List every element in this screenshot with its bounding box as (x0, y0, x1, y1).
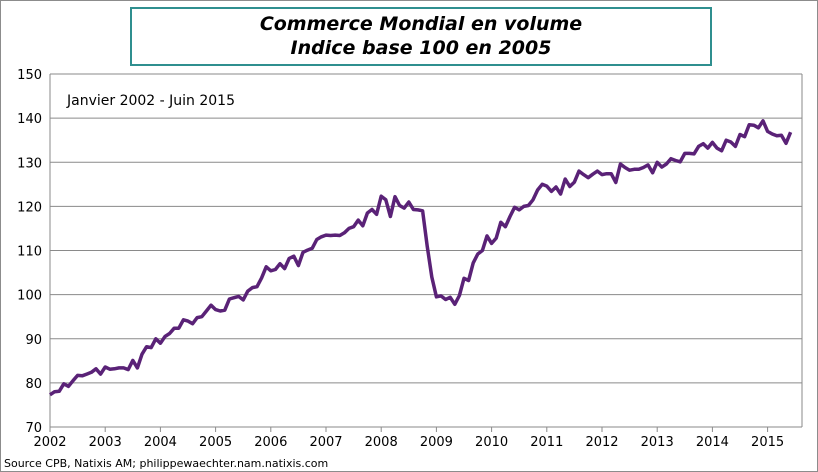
x-tick-label: 2010 (475, 435, 508, 450)
y-tick-label: 90 (25, 333, 42, 348)
chart-subtitle: Indice base 100 en 2005 (290, 37, 552, 59)
gridlines (49, 73, 803, 432)
x-tick-label: 2014 (696, 435, 729, 450)
x-tick-label: 2015 (751, 435, 784, 450)
chart-title-box: Commerce Mondial en volume Indice base 1… (130, 7, 712, 66)
x-tick-label: 2008 (365, 435, 398, 450)
y-tick-label: 150 (17, 68, 42, 83)
x-tick-label: 2013 (641, 435, 674, 450)
source-note: Source CPB, Natixis AM; philippewaechter… (4, 457, 329, 470)
x-tick-label: 2004 (144, 435, 177, 450)
x-tick-label: 2005 (199, 435, 232, 450)
x-tick-label: 2003 (89, 435, 122, 450)
x-tick-label: 2009 (420, 435, 453, 450)
period-annotation: Janvier 2002 - Juin 2015 (66, 93, 235, 109)
y-tick-label: 120 (17, 200, 42, 215)
y-axis-ticks: 70 80 90 100 110 120 130 140 150 (17, 68, 42, 436)
y-tick-label: 70 (25, 421, 42, 436)
y-tick-label: 100 (17, 289, 42, 304)
y-tick-label: 110 (17, 245, 42, 260)
y-tick-label: 80 (25, 377, 42, 392)
chart-title: Commerce Mondial en volume (259, 13, 583, 35)
x-axis-ticks: 2002 2003 2004 2005 2006 2007 2008 2009 2010 2011… (33, 435, 784, 450)
x-tick-label: 2007 (309, 435, 342, 450)
x-tick-label: 2006 (254, 435, 287, 450)
y-tick-label: 140 (17, 112, 42, 127)
x-tick-label: 2011 (530, 435, 563, 450)
series-line (49, 119, 793, 397)
x-tick-label: 2002 (33, 435, 66, 450)
y-tick-label: 130 (17, 156, 42, 171)
x-tick-label: 2012 (585, 435, 618, 450)
